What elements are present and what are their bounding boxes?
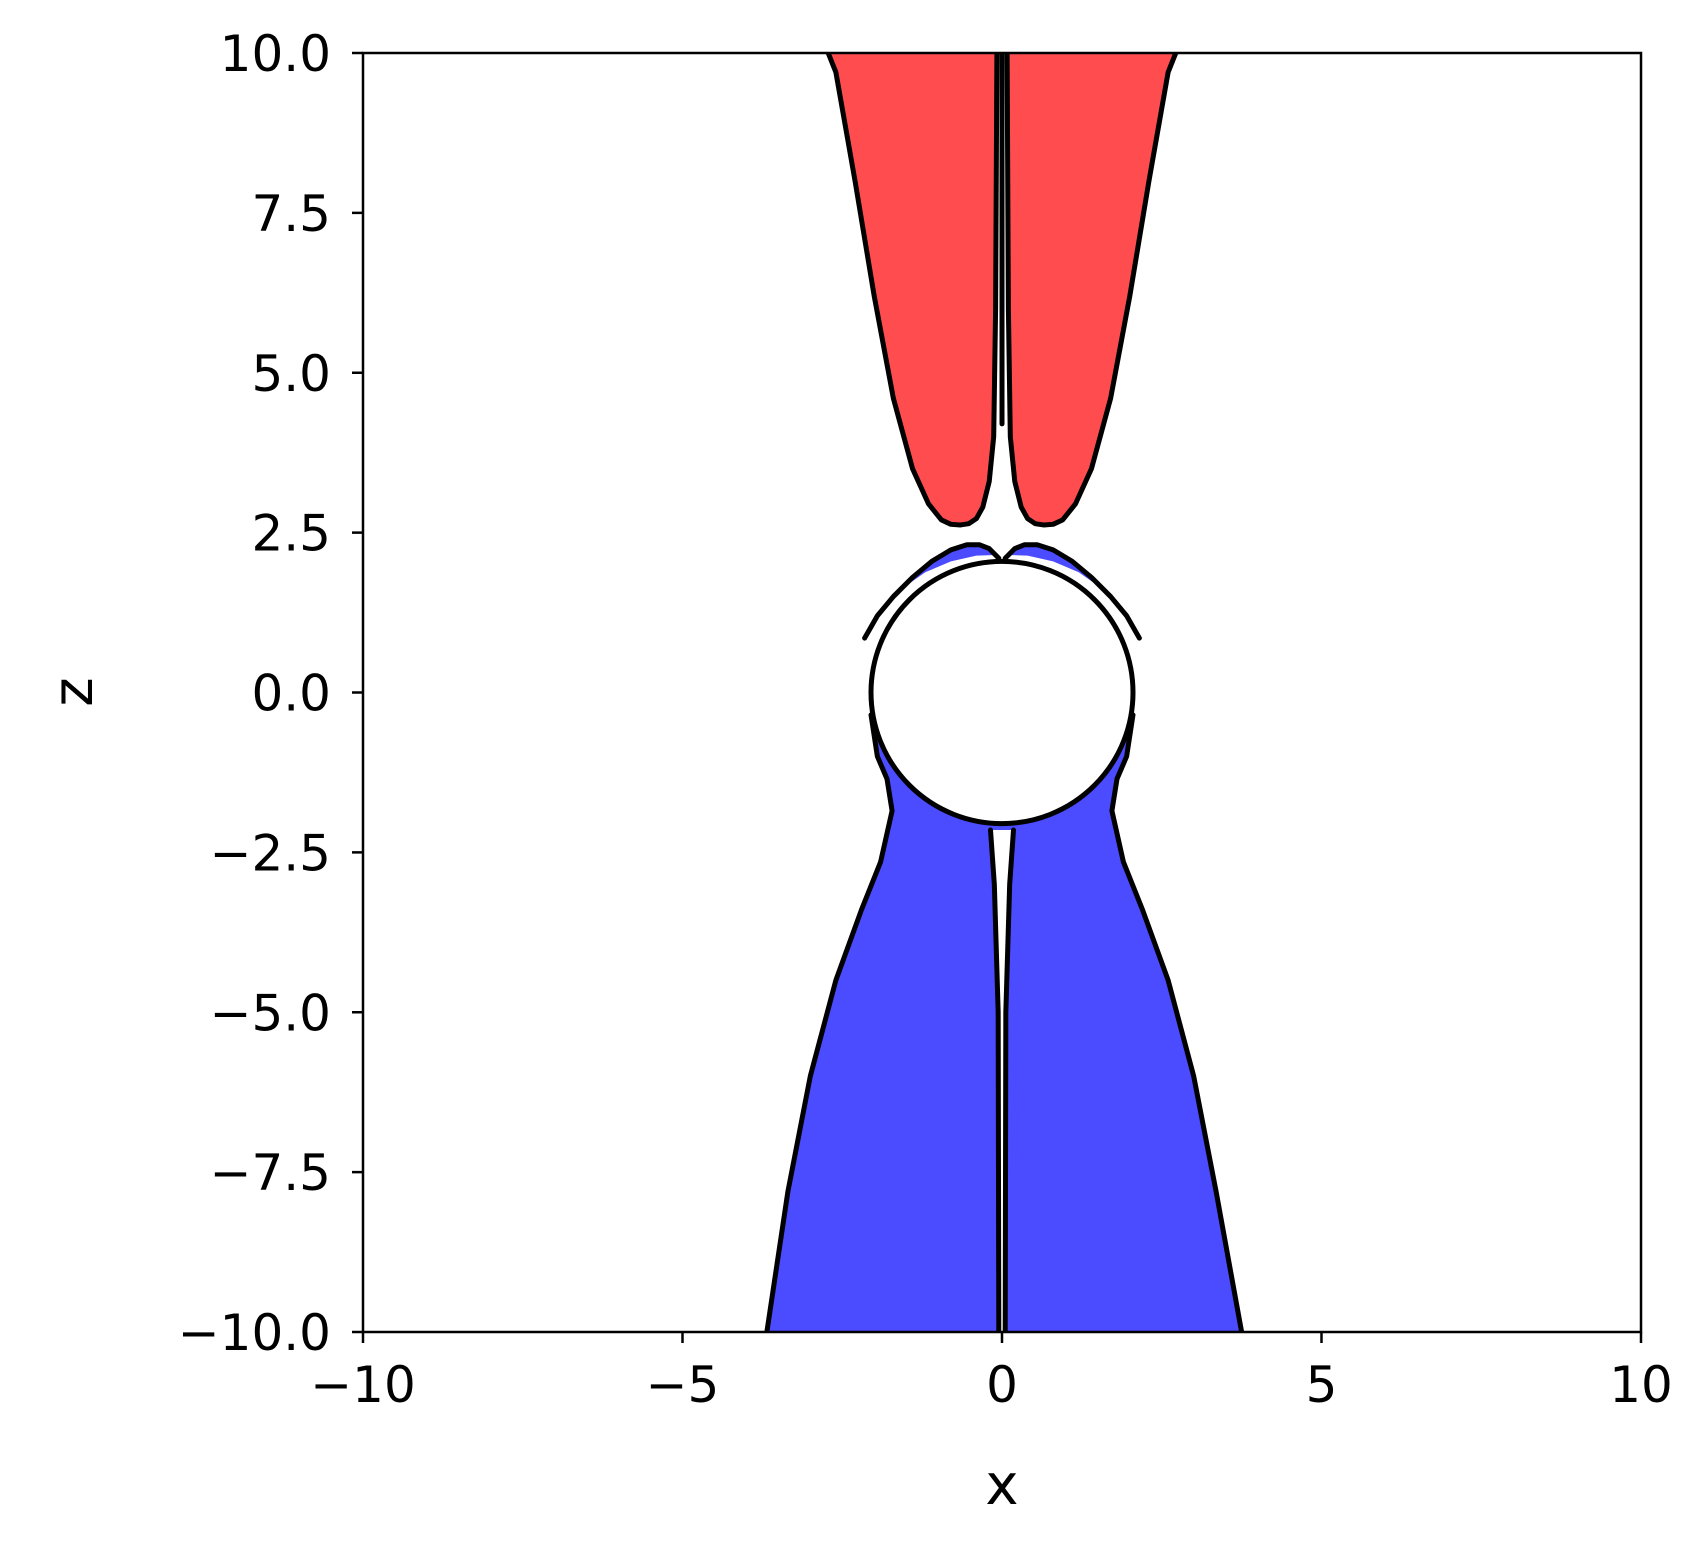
- plot-area: [361, 51, 1643, 1334]
- lower-core-left-contour: [988, 827, 1002, 1332]
- sphere-circle: [868, 558, 1136, 827]
- lower-core-gap: [990, 829, 1014, 1332]
- y-tick-label: 2.5: [251, 505, 331, 563]
- y-tick-label: −10.0: [178, 1304, 331, 1362]
- cap-left-contour: [862, 542, 1002, 641]
- y-axis-ticks: 10.0 7.5 5.0 2.5 0.0 −2.5 −5.0 −7.5 −10.0: [178, 25, 363, 1362]
- y-tick-label: 0.0: [251, 665, 331, 723]
- lower-core-right-contour: [1002, 827, 1016, 1332]
- y-tick-label: 5.0: [251, 345, 331, 403]
- x-axis-ticks: −10 −5 0 5 10: [310, 1332, 1673, 1414]
- lower-left-contour: [764, 712, 895, 1332]
- x-axis-label: x: [985, 1453, 1018, 1518]
- cap-right-contour: [1002, 542, 1142, 641]
- y-axis-label: z: [41, 677, 106, 706]
- y-tick-label: 10.0: [220, 25, 331, 83]
- y-tick-label: −7.5: [210, 1144, 331, 1202]
- y-tick-label: −2.5: [210, 824, 331, 882]
- y-tick-label: 7.5: [251, 185, 331, 243]
- x-tick-label: 5: [1306, 1356, 1338, 1414]
- x-tick-label: −10: [310, 1356, 416, 1414]
- upper-left-lobe: [828, 53, 997, 525]
- lower-right-contour: [1109, 712, 1245, 1332]
- x-tick-label: 0: [986, 1356, 1018, 1414]
- y-tick-label: −5.0: [210, 984, 331, 1042]
- upper-right-contour: [1004, 53, 1179, 528]
- upper-left-contour: [825, 53, 1000, 528]
- upper-right-lobe: [1007, 53, 1176, 525]
- chart-marks: [764, 53, 1245, 1332]
- x-tick-label: 10: [1609, 1356, 1673, 1414]
- x-tick-label: −5: [646, 1356, 720, 1414]
